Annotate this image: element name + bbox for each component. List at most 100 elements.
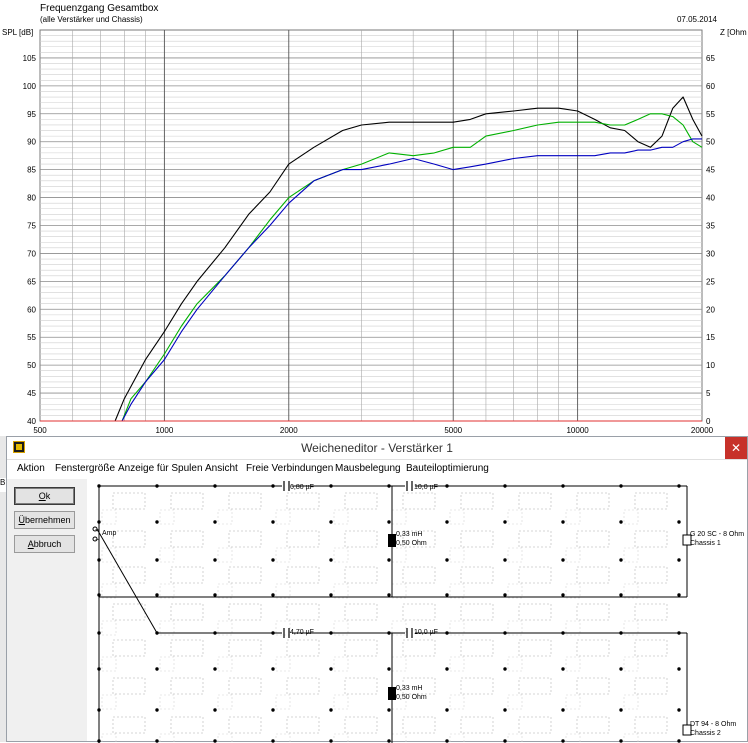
y-tick-label-right: 10 [706, 361, 715, 370]
empty-component-slot [217, 547, 233, 563]
empty-component-slot [217, 733, 233, 743]
empty-component-slot [228, 716, 262, 734]
grid-node [213, 739, 217, 743]
circuit-canvas[interactable]: + − Amp 6,80 µF 10,0 µF 0,33 mH 0,50 Ohm… [87, 479, 748, 743]
empty-component-slot [159, 620, 175, 636]
component-slots [101, 492, 668, 743]
empty-component-slot [576, 603, 610, 621]
apply-button[interactable]: Übernehmen [14, 511, 75, 529]
empty-component-slot [634, 530, 668, 548]
cancel-button[interactable]: Abbruch [14, 535, 75, 553]
empty-component-slot [507, 656, 523, 672]
empty-component-slot [344, 677, 378, 695]
grid-node [619, 520, 623, 524]
close-button[interactable]: ✕ [725, 437, 747, 459]
chart-curves [40, 96, 703, 422]
grid-node [445, 558, 449, 562]
empty-component-slot [449, 509, 465, 525]
empty-component-slot [576, 530, 610, 548]
grid-node [619, 593, 623, 597]
empty-component-slot [634, 603, 668, 621]
grid-node [677, 520, 681, 524]
empty-component-slot [518, 603, 552, 621]
button-panel: Ok Übernehmen Abbruch [7, 479, 85, 741]
y-tick-label-right: 50 [706, 138, 715, 147]
empty-component-slot [576, 677, 610, 695]
empty-component-slot [507, 583, 523, 599]
grid-node [503, 667, 507, 671]
empty-component-slot [286, 716, 320, 734]
empty-component-slot [333, 733, 349, 743]
y-axis-right-label: Z [Ohm [720, 28, 747, 37]
grid-node [387, 593, 391, 597]
empty-component-slot [333, 656, 349, 672]
empty-component-slot [449, 620, 465, 636]
empty-component-slot [402, 530, 436, 548]
y-tick-label-right: 55 [706, 110, 715, 119]
window-titlebar[interactable]: Weicheneditor - Verstärker 1 ✕ [7, 437, 747, 460]
empty-component-slot [286, 530, 320, 548]
empty-component-slot [518, 639, 552, 657]
menu-anzeige-fuer-spulen[interactable]: Anzeige für Spulen [118, 463, 203, 474]
crossover-schematic[interactable]: + − Amp 6,80 µF 10,0 µF 0,33 mH 0,50 Ohm… [87, 479, 748, 743]
empty-component-slot [449, 583, 465, 599]
menu-bauteiloptimierung[interactable]: Bauteiloptimierung [406, 463, 489, 474]
grid-node [271, 667, 275, 671]
ok-button[interactable]: Ok [14, 487, 75, 505]
menu-freie-verbindungen[interactable]: Freie Verbindungen [246, 463, 334, 474]
empty-component-slot [101, 733, 117, 743]
empty-component-slot [565, 509, 581, 525]
empty-component-slot [402, 492, 436, 510]
menu-fenstergroesse[interactable]: Fenstergröße [55, 463, 116, 474]
menu-ansicht[interactable]: Ansicht [205, 463, 238, 474]
empty-component-slot [112, 639, 146, 657]
empty-component-slot [565, 547, 581, 563]
empty-component-slot [101, 694, 117, 710]
empty-component-slot [634, 639, 668, 657]
grid-node [677, 739, 681, 743]
empty-component-slot [634, 492, 668, 510]
empty-component-slot [159, 583, 175, 599]
grid-node [445, 739, 449, 743]
grid-node [619, 708, 623, 712]
empty-component-slot [344, 530, 378, 548]
menu-bar: Aktion Fenstergröße Anzeige für Spulen A… [7, 460, 747, 478]
response-curve [121, 113, 703, 422]
y-tick-label-left: 90 [27, 138, 36, 147]
grid-node [561, 739, 565, 743]
grid-node [445, 520, 449, 524]
empty-component-slot [217, 656, 233, 672]
grid-node [213, 520, 217, 524]
grid-node [329, 520, 333, 524]
empty-component-slot [518, 530, 552, 548]
empty-component-slot [507, 620, 523, 636]
menu-aktion[interactable]: Aktion [17, 463, 45, 474]
grid-node [329, 558, 333, 562]
grid-node [503, 520, 507, 524]
empty-component-slot [507, 509, 523, 525]
empty-component-slot [518, 677, 552, 695]
grid-node [213, 558, 217, 562]
grid-node [155, 667, 159, 671]
frequency-response-chart: Frequenzgang Gesamtbox (alle Verstärker … [2, 3, 747, 433]
empty-component-slot [112, 603, 146, 621]
grid-node [619, 739, 623, 743]
empty-component-slot [170, 530, 204, 548]
empty-component-slot [449, 656, 465, 672]
y-tick-label-right: 15 [706, 333, 715, 342]
amp-plus-sign: + [95, 527, 99, 534]
empty-component-slot [112, 677, 146, 695]
empty-component-slot [170, 603, 204, 621]
menu-mausbelegung[interactable]: Mausbelegung [335, 463, 401, 474]
coil-resistance-chassis2: 0,50 Ohm [396, 694, 427, 701]
grid-node [677, 593, 681, 597]
empty-component-slot [101, 547, 117, 563]
empty-component-slot [275, 733, 291, 743]
grid-node [619, 558, 623, 562]
empty-component-slot [402, 603, 436, 621]
chart-subtitle: (alle Verstärker und Chassis) [40, 15, 143, 24]
empty-component-slot [170, 716, 204, 734]
chart-date: 07.05.2014 [677, 15, 718, 24]
grid-node [271, 593, 275, 597]
y-tick-label-right: 65 [706, 54, 715, 63]
